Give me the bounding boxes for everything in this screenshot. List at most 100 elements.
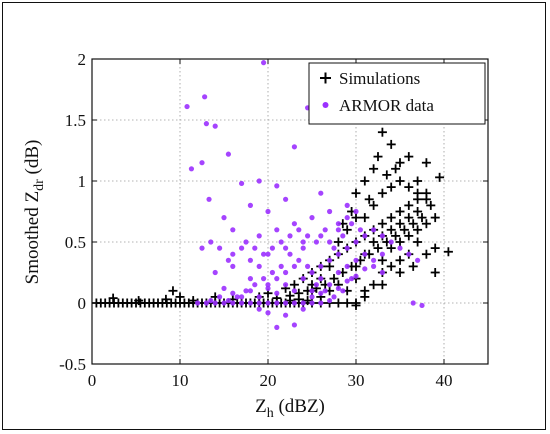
armor-point (309, 288, 314, 293)
armor-point (301, 300, 306, 305)
armor-point (265, 300, 270, 305)
armor-point (380, 233, 385, 238)
armor-point (287, 233, 292, 238)
armor-point (257, 233, 262, 238)
armor-point (327, 209, 332, 214)
armor-point (274, 276, 279, 281)
legend-item-armor-data: ARMOR data (323, 96, 435, 115)
armor-point (349, 276, 354, 281)
armor-point (301, 276, 306, 281)
armor-point (340, 233, 345, 238)
armor-point (230, 291, 235, 296)
legend-label-simulations: Simulations (339, 69, 420, 88)
armor-point (257, 178, 262, 183)
armor-point (309, 294, 314, 299)
y-tick-label: 0 (78, 294, 87, 313)
armor-point (411, 300, 416, 305)
y-tick-label: 1.5 (65, 111, 86, 130)
armor-point (213, 124, 218, 129)
armor-point (283, 313, 288, 318)
y-tick-label: 1 (78, 172, 87, 191)
armor-point (336, 270, 341, 275)
armor-point (213, 270, 218, 275)
armor-point (309, 270, 314, 275)
armor-point (230, 252, 235, 257)
armor-point (345, 215, 350, 220)
armor-point (274, 300, 279, 305)
armor-point (265, 282, 270, 287)
armor-point (265, 310, 270, 315)
armor-point (257, 264, 262, 269)
x-tick-label: 20 (260, 371, 277, 390)
armor-point (230, 300, 235, 305)
armor-point (371, 264, 376, 269)
armor-point (331, 294, 336, 299)
armor-point (327, 282, 332, 287)
armor-point (283, 197, 288, 202)
armor-point (257, 294, 262, 299)
armor-point (336, 252, 341, 257)
armor-point (189, 166, 194, 171)
x-tick-label: 0 (88, 371, 97, 390)
x-tick-label: 10 (172, 371, 189, 390)
y-tick-label: 2 (78, 50, 87, 69)
armor-point (204, 300, 209, 305)
legend-marker-dot (323, 102, 329, 108)
armor-point (327, 239, 332, 244)
armor-point (419, 303, 424, 308)
armor-point (331, 246, 336, 251)
armor-point (406, 252, 411, 257)
armor-point (318, 264, 323, 269)
armor-point (235, 294, 240, 299)
armor-point (283, 246, 288, 251)
armor-point (292, 221, 297, 226)
armor-point (243, 239, 248, 244)
armor-point (318, 276, 323, 281)
armor-point (243, 288, 248, 293)
armor-point (199, 160, 204, 165)
armor-point (239, 300, 244, 305)
armor-point (226, 258, 231, 263)
armor-point (274, 325, 279, 330)
armor-point (301, 239, 306, 244)
armor-point (305, 233, 310, 238)
armor-point (283, 270, 288, 275)
legend: Simulations ARMOR data (309, 63, 485, 124)
y-axis-title: Smoothed Zdr (dB) (22, 140, 47, 285)
armor-point (353, 274, 358, 279)
armor-point (221, 300, 226, 305)
armor-point (204, 121, 209, 126)
armor-point (340, 288, 345, 293)
armor-point (327, 258, 332, 263)
armor-point (353, 258, 358, 263)
armor-point (257, 300, 262, 305)
armor-point (323, 288, 328, 293)
armor-point (380, 252, 385, 257)
x-tick-label: 30 (348, 371, 365, 390)
armor-point (287, 252, 292, 257)
armor-point (213, 300, 218, 305)
armor-point (283, 282, 288, 287)
armor-point (221, 215, 226, 220)
armor-point (261, 276, 266, 281)
armor-point (252, 246, 257, 251)
armor-point (257, 307, 262, 312)
armor-point (314, 239, 319, 244)
armor-point (336, 227, 341, 232)
armor-point (226, 298, 231, 303)
armor-point (362, 266, 367, 271)
armor-point (415, 258, 420, 263)
armor-point (199, 246, 204, 251)
armor-point (274, 183, 279, 188)
armor-point (283, 300, 288, 305)
armor-point (301, 246, 306, 251)
x-tick-label: 40 (436, 371, 453, 390)
armor-point (252, 282, 257, 287)
armor-point (184, 104, 189, 109)
armor-point (274, 227, 279, 232)
armor-point (265, 209, 270, 214)
armor-point (309, 215, 314, 220)
armor-point (389, 239, 394, 244)
armor-point (292, 264, 297, 269)
